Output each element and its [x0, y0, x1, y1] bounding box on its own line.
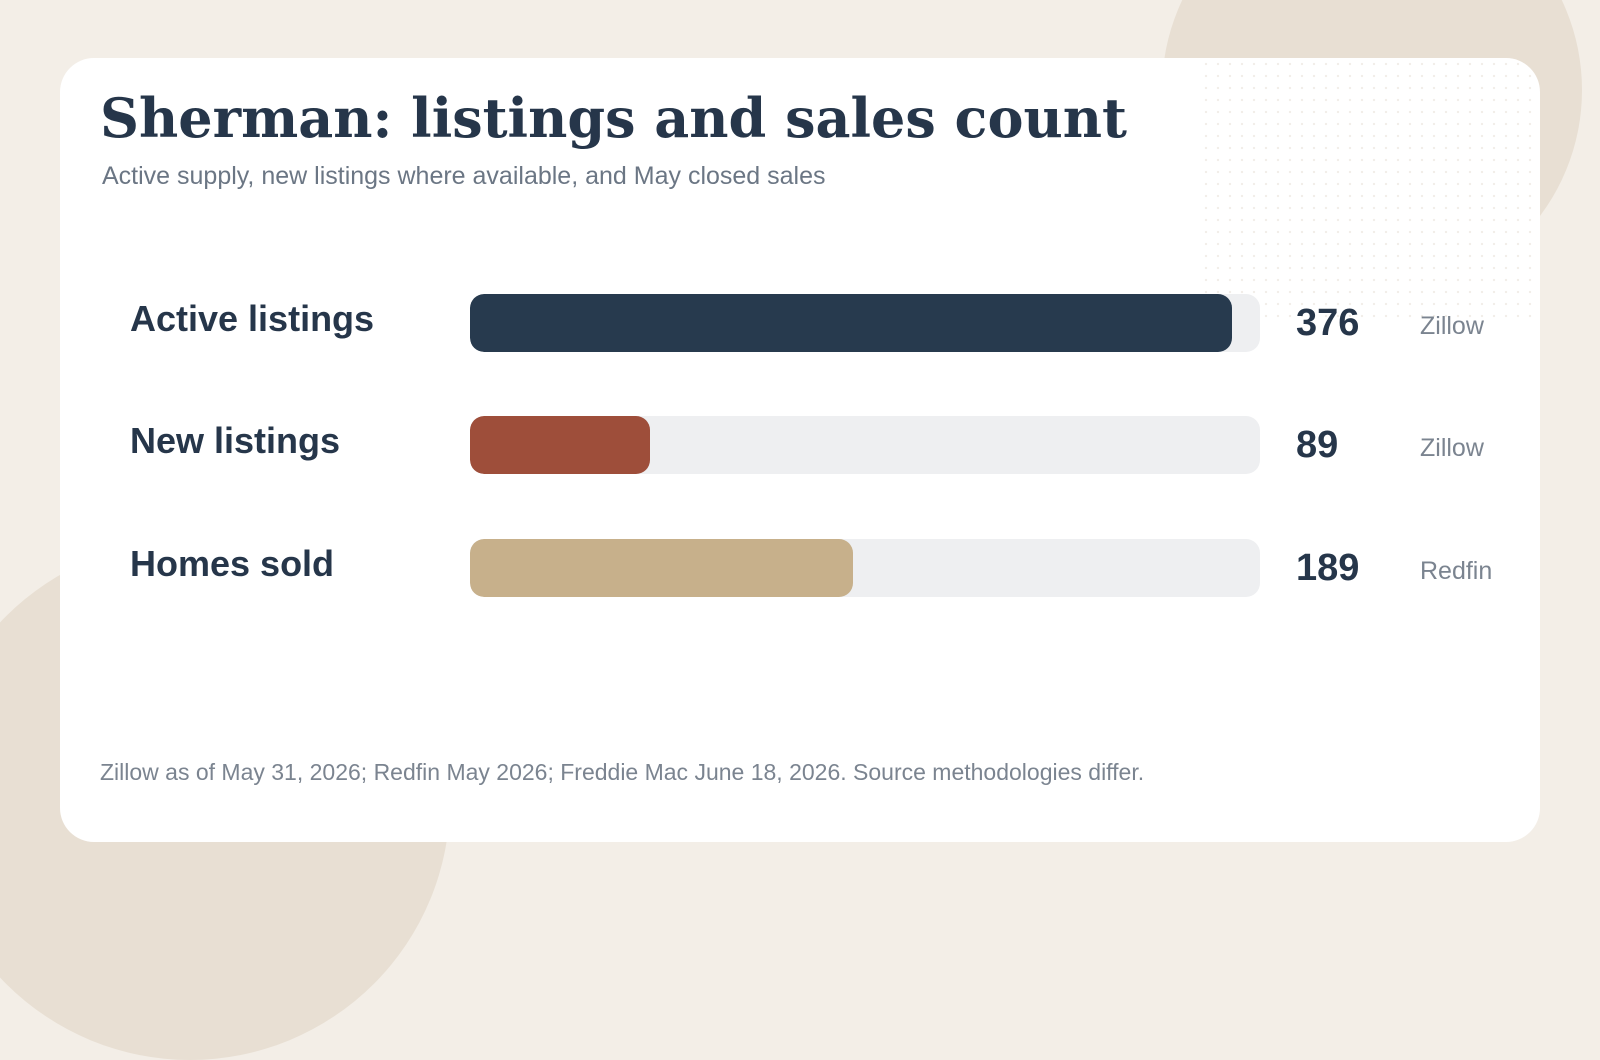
bar-new-listings	[470, 416, 650, 474]
bar-row-new-listings: New listings 89 Zillow	[60, 416, 1540, 476]
bar-label: Active listings	[130, 298, 375, 339]
chart-card: Sherman: listings and sales count Active…	[60, 58, 1540, 842]
bar-homes-sold	[470, 539, 853, 597]
bar-track	[470, 539, 1260, 597]
bar-active-listings	[470, 294, 1232, 352]
bar-value-label: 89	[1296, 424, 1339, 466]
bar-value-label: 189	[1296, 547, 1360, 589]
decorative-dot-pattern	[1200, 58, 1540, 318]
bar-row-homes-sold: Homes sold 189 Redfin	[60, 539, 1540, 599]
chart-title: Sherman: listings and sales count	[100, 86, 1127, 150]
chart-footnote: Zillow as of May 31, 2026; Redfin May 20…	[100, 759, 1145, 785]
bar-label: Homes sold	[130, 543, 335, 584]
bar-label: New listings	[130, 420, 341, 461]
bar-row-active-listings: Active listings 376 Zillow	[60, 294, 1540, 354]
bar-source-label: Zillow	[1420, 434, 1484, 462]
bar-value-label: 376	[1296, 302, 1360, 344]
bar-track	[470, 294, 1260, 352]
chart-subtitle: Active supply, new listings where availa…	[102, 162, 826, 190]
bar-source-label: Redfin	[1420, 557, 1493, 585]
bar-track	[470, 416, 1260, 474]
bar-source-label: Zillow	[1420, 312, 1484, 340]
